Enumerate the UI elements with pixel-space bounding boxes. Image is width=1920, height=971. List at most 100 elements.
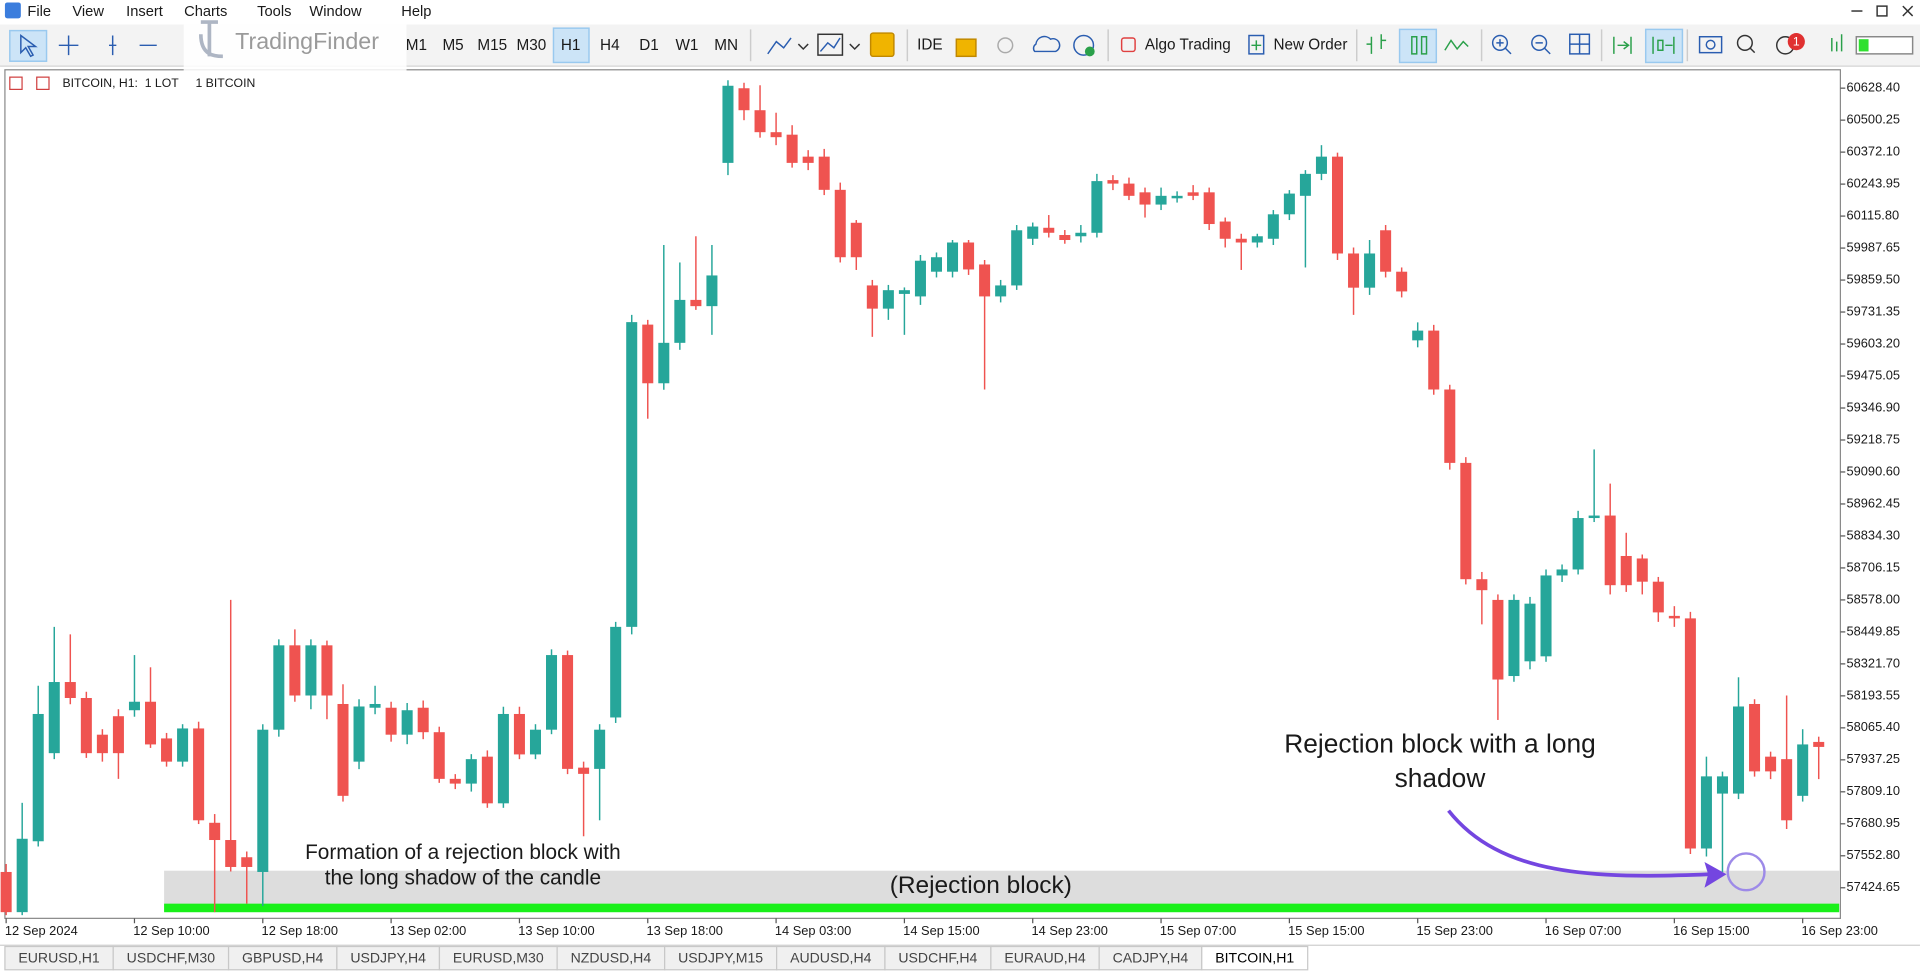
dropdown-icon[interactable] (797, 43, 809, 51)
candle-body (1765, 756, 1777, 772)
timeframe-button[interactable]: H1 (561, 37, 581, 54)
scroll-icon[interactable] (1613, 36, 1632, 54)
candle-body (546, 655, 558, 730)
tab-label[interactable]: BITCOIN,H1 (1215, 949, 1294, 965)
menu-item[interactable]: Help (401, 4, 431, 20)
search-icon[interactable] (1736, 34, 1753, 51)
signal-icon[interactable] (997, 37, 1014, 54)
timeframe-button[interactable]: M5 (442, 37, 463, 54)
line-chart-icon[interactable] (1444, 39, 1469, 51)
candle-body (562, 655, 574, 769)
candle-body (1684, 618, 1696, 849)
candle-body (177, 728, 189, 762)
menu-item[interactable]: File (27, 4, 51, 20)
order-icon[interactable] (1248, 34, 1265, 55)
order-plus (1251, 40, 1262, 51)
candle-body (1348, 253, 1360, 288)
candle-body (257, 729, 269, 872)
timeframe-button[interactable]: M30 (517, 37, 547, 54)
candle-body (1059, 235, 1071, 241)
x-tick-label: 13 Sep 02:00 (390, 923, 466, 938)
candle-body (995, 285, 1007, 297)
candle-body (32, 713, 44, 842)
candle-body (1492, 599, 1504, 680)
timeframe-button[interactable]: W1 (675, 37, 698, 54)
tab-label[interactable]: CADJPY,H4 (1113, 949, 1189, 965)
menu-item[interactable]: Window (309, 4, 362, 20)
timeframe-button[interactable]: M15 (477, 37, 507, 54)
y-tick-label: 59090.60 (1847, 463, 1901, 478)
level-icon[interactable] (1831, 34, 1843, 52)
zoom-out-icon[interactable] (1531, 34, 1548, 51)
candle-body (674, 299, 686, 343)
menu-item[interactable]: View (72, 4, 104, 20)
vertical-line-icon[interactable] (108, 35, 117, 56)
tab-label[interactable]: EURUSD,M30 (453, 949, 544, 965)
menu-item[interactable]: Charts (184, 4, 227, 20)
cursor-icon[interactable] (20, 34, 38, 58)
candle-body (1219, 221, 1231, 239)
algo-icon[interactable] (1120, 37, 1136, 53)
timeframe-button[interactable]: M1 (406, 37, 427, 54)
crosshair-icon[interactable] (58, 35, 79, 56)
annotation: Formation of a rejection block with (305, 841, 621, 864)
tab-label[interactable]: EURAUD,H4 (1004, 949, 1086, 965)
shift-icon[interactable] (1652, 36, 1675, 54)
candle-body (401, 710, 413, 735)
timeframe-active[interactable] (552, 27, 590, 64)
timeframe-button[interactable]: D1 (639, 37, 659, 54)
y-tick-label: 59731.35 (1847, 303, 1901, 318)
timeframe-button[interactable]: MN (714, 37, 738, 54)
chart-type-icon[interactable] (767, 37, 792, 55)
zoom-in-icon[interactable] (1491, 34, 1509, 51)
candle-body (1733, 706, 1745, 794)
toolbar-new-order[interactable]: New Order (1273, 36, 1347, 53)
tab-label[interactable]: USDCHF,H4 (898, 949, 977, 965)
candle-body (96, 734, 108, 754)
tab-label[interactable]: NZDUSD,H4 (571, 949, 652, 965)
tab-label[interactable]: GBPUSD,H4 (242, 949, 324, 965)
candle-body (947, 242, 959, 272)
candle-chart-active[interactable] (1398, 28, 1438, 64)
tab-label[interactable]: USDJPY,H4 (350, 949, 426, 965)
candle-body (449, 778, 461, 784)
menu-item[interactable]: Tools (257, 4, 291, 20)
screenshot-icon[interactable] (1698, 35, 1723, 54)
restore-button[interactable] (1876, 5, 1888, 17)
vps-icon[interactable] (1073, 34, 1095, 56)
candle-chart-icon[interactable] (1411, 35, 1428, 55)
candle-body (80, 697, 92, 754)
y-tick-label: 60628.40 (1847, 80, 1901, 95)
x-tick-label: 16 Sep 15:00 (1673, 923, 1749, 938)
tab[interactable] (1201, 945, 1309, 971)
y-tick-label: 60243.95 (1847, 175, 1901, 190)
candle-body (1123, 183, 1135, 196)
dropdown-icon[interactable] (849, 43, 861, 51)
timeframe-button[interactable]: H4 (600, 37, 620, 54)
tab-label[interactable]: USDCHF,M30 (127, 949, 216, 965)
cloud-icon[interactable] (1032, 35, 1061, 53)
tab-label[interactable]: AUDUSD,H4 (790, 949, 872, 965)
candle-body (882, 290, 894, 309)
bar-chart-icon[interactable] (1366, 34, 1387, 54)
candle-body (1139, 192, 1151, 205)
toolbar-algo-trading[interactable]: Algo Trading (1145, 36, 1231, 53)
toolbar-ide[interactable]: IDE (917, 36, 943, 53)
candle-body (225, 840, 237, 867)
candle-body (1331, 156, 1344, 254)
menu-item[interactable]: Insert (126, 4, 163, 20)
candle-body (738, 88, 750, 111)
candle-body (1604, 515, 1616, 586)
tab-label[interactable]: EURUSD,H1 (18, 949, 100, 965)
template-icon[interactable] (817, 33, 844, 56)
battery-level (1858, 39, 1869, 52)
market-icon[interactable] (869, 32, 895, 58)
watermark-text: TradingFinder (235, 28, 379, 54)
x-tick-label: 15 Sep 15:00 (1288, 923, 1364, 938)
candle-body (658, 342, 670, 384)
shift-active[interactable] (1644, 28, 1684, 64)
lock-icon[interactable] (955, 38, 977, 58)
candle-body (128, 701, 140, 711)
tab-label[interactable]: USDJPY,M15 (678, 949, 763, 965)
close-button[interactable] (1902, 5, 1914, 17)
